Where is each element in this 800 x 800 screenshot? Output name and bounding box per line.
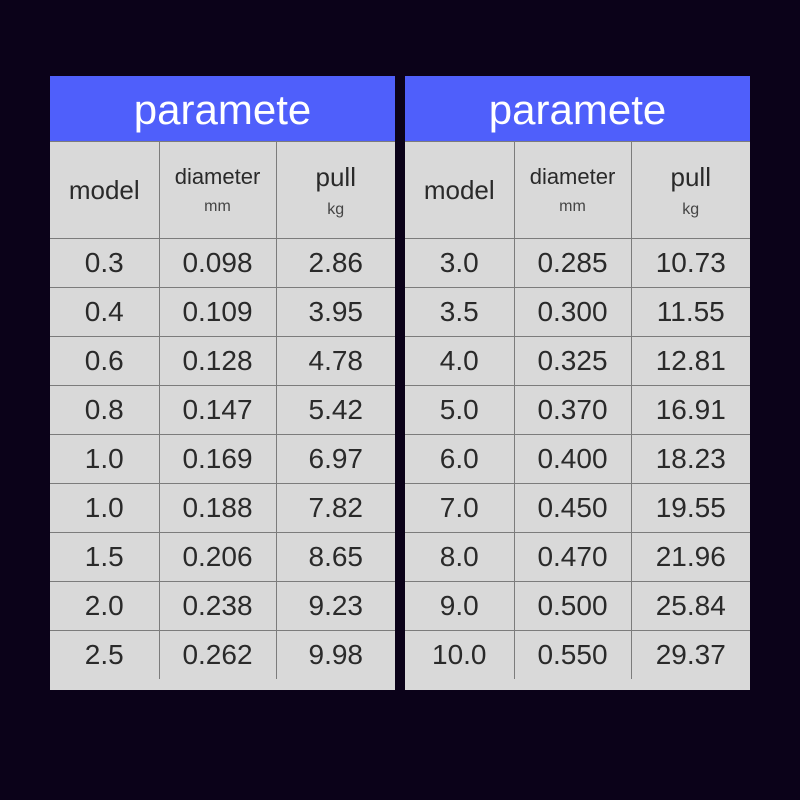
cell-model: 1.0 — [50, 483, 160, 533]
cell-diameter: 0.370 — [513, 385, 632, 435]
cell-diameter: 0.206 — [158, 532, 277, 582]
pull-unit: kg — [327, 200, 345, 218]
cell-pull: 12.81 — [630, 336, 750, 386]
cell-model: 7.0 — [405, 483, 515, 533]
cell-pull: 4.78 — [275, 336, 395, 386]
header-diameter: diameter mm — [158, 141, 277, 239]
cell-pull: 18.23 — [630, 434, 750, 484]
cell-model: 9.0 — [405, 581, 515, 631]
cell-diameter: 0.169 — [158, 434, 277, 484]
table-row: 1.5 0.206 8.65 — [50, 532, 395, 582]
cell-pull: 2.86 — [275, 238, 395, 288]
header-model-label: model — [423, 174, 495, 205]
cell-diameter: 0.262 — [158, 630, 277, 679]
table-row: 5.0 0.370 16.91 — [405, 385, 750, 435]
cell-pull: 10.73 — [630, 238, 750, 288]
header-pull: pull kg — [275, 141, 395, 239]
cell-model: 0.8 — [50, 385, 160, 435]
cell-pull: 9.98 — [275, 630, 395, 679]
cell-model: 2.0 — [50, 581, 160, 631]
diameter-unit: mm — [204, 198, 231, 215]
header-pull-label: pull — [670, 161, 711, 192]
cell-model: 10.0 — [405, 630, 515, 679]
table-row: 8.0 0.470 21.96 — [405, 532, 750, 582]
header-diameter-label: diameter — [174, 164, 261, 189]
cell-diameter: 0.450 — [513, 483, 632, 533]
header-pull: pull kg — [630, 141, 750, 239]
cell-pull: 16.91 — [630, 385, 750, 435]
table-title: paramete — [50, 76, 395, 141]
cell-pull: 7.82 — [275, 483, 395, 533]
table-row: 4.0 0.325 12.81 — [405, 336, 750, 386]
cell-diameter: 0.147 — [158, 385, 277, 435]
table-row: 3.5 0.300 11.55 — [405, 287, 750, 337]
cell-pull: 21.96 — [630, 532, 750, 582]
table-row: 2.5 0.262 9.98 — [50, 630, 395, 679]
cell-diameter: 0.325 — [513, 336, 632, 386]
cell-pull: 6.97 — [275, 434, 395, 484]
cell-diameter: 0.128 — [158, 336, 277, 386]
cell-diameter: 0.470 — [513, 532, 632, 582]
header-diameter: diameter mm — [513, 141, 632, 239]
parameter-table-left: paramete model diameter mm pull kg 0.3 0.09… — [50, 76, 395, 690]
spec-table: model diameter mm pull kg 0.3 0.098 2.86 0.4 0… — [50, 141, 395, 679]
cell-pull: 25.84 — [630, 581, 750, 631]
table-row: 2.0 0.238 9.23 — [50, 581, 395, 631]
cell-pull: 8.65 — [275, 532, 395, 582]
spec-table: model diameter mm pull kg 3.0 0.285 10.73 3.5… — [405, 141, 750, 679]
table-row: 10.0 0.550 29.37 — [405, 630, 750, 679]
header-model: model — [405, 141, 515, 239]
table-row: 0.6 0.128 4.78 — [50, 336, 395, 386]
table-row: 6.0 0.400 18.23 — [405, 434, 750, 484]
table-row: 1.0 0.188 7.82 — [50, 483, 395, 533]
cell-diameter: 0.285 — [513, 238, 632, 288]
table-row: 7.0 0.450 19.55 — [405, 483, 750, 533]
cell-model: 4.0 — [405, 336, 515, 386]
diameter-unit: mm — [559, 198, 586, 215]
cell-diameter: 0.550 — [513, 630, 632, 679]
table-row: 3.0 0.285 10.73 — [405, 238, 750, 288]
table-row: 9.0 0.500 25.84 — [405, 581, 750, 631]
header-pull-label: pull — [315, 161, 356, 192]
header-row: model diameter mm pull kg — [50, 141, 395, 239]
cell-model: 0.3 — [50, 238, 160, 288]
cell-diameter: 0.300 — [513, 287, 632, 337]
cell-diameter: 0.109 — [158, 287, 277, 337]
cell-model: 8.0 — [405, 532, 515, 582]
cell-model: 0.4 — [50, 287, 160, 337]
cell-model: 1.0 — [50, 434, 160, 484]
table-row: 0.8 0.147 5.42 — [50, 385, 395, 435]
cell-pull: 11.55 — [630, 287, 750, 337]
cell-model: 0.6 — [50, 336, 160, 386]
cell-pull: 19.55 — [630, 483, 750, 533]
cell-pull: 5.42 — [275, 385, 395, 435]
cell-pull: 3.95 — [275, 287, 395, 337]
table-row: 0.3 0.098 2.86 — [50, 238, 395, 288]
cell-model: 5.0 — [405, 385, 515, 435]
cell-diameter: 0.400 — [513, 434, 632, 484]
cell-pull: 9.23 — [275, 581, 395, 631]
cell-model: 3.0 — [405, 238, 515, 288]
parameter-table-right: paramete model diameter mm pull kg 3.0 0.28… — [405, 76, 750, 690]
table-row: 1.0 0.169 6.97 — [50, 434, 395, 484]
cell-model: 1.5 — [50, 532, 160, 582]
header-model-label: model — [68, 174, 140, 205]
cell-pull: 29.37 — [630, 630, 750, 679]
header-diameter-label: diameter — [529, 164, 616, 189]
cell-model: 3.5 — [405, 287, 515, 337]
cell-model: 2.5 — [50, 630, 160, 679]
cell-model: 6.0 — [405, 434, 515, 484]
cell-diameter: 0.500 — [513, 581, 632, 631]
header-model: model — [50, 141, 160, 239]
cell-diameter: 0.098 — [158, 238, 277, 288]
cell-diameter: 0.238 — [158, 581, 277, 631]
table-row: 0.4 0.109 3.95 — [50, 287, 395, 337]
pull-unit: kg — [682, 200, 700, 218]
header-row: model diameter mm pull kg — [405, 141, 750, 239]
cell-diameter: 0.188 — [158, 483, 277, 533]
table-title: paramete — [405, 76, 750, 141]
